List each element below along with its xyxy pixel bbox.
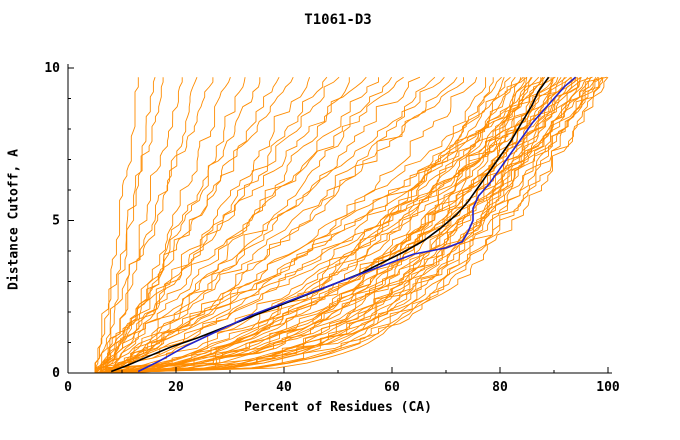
ensemble-curve (111, 76, 458, 374)
ensemble-curve (106, 76, 597, 374)
y-tick-label: 5 (52, 214, 60, 229)
ensemble-curve (95, 76, 404, 374)
ensemble-curve (100, 77, 528, 374)
y-tick-label: 10 (44, 61, 60, 76)
ensemble-curve (100, 77, 198, 374)
x-tick-label: 20 (168, 380, 184, 395)
ensemble-curve (96, 77, 544, 374)
ensemble-curve (99, 76, 340, 374)
ensemble-curve (107, 77, 604, 374)
x-tick-label: 0 (64, 380, 72, 395)
ensemble-curve (111, 77, 600, 374)
ensemble-curve (111, 76, 392, 374)
ensemble-curve (105, 77, 581, 373)
x-tick-label: 60 (384, 380, 400, 395)
ensemble-curve (106, 76, 572, 374)
ensemble-curve (106, 76, 502, 374)
ensemble-curve (105, 77, 478, 374)
ensemble-curve (100, 76, 527, 374)
ensemble-curve (96, 76, 593, 373)
ensemble-curve (106, 76, 421, 374)
y-tick-label: 0 (52, 366, 60, 381)
x-tick-label: 100 (596, 380, 620, 395)
model-blue-curve (137, 76, 577, 373)
ensemble-curve (101, 76, 608, 374)
ensemble-curve (95, 76, 556, 374)
ensemble-curve (100, 77, 246, 374)
ensemble-curve (95, 76, 603, 374)
ensemble-curve (105, 77, 522, 374)
ensemble-curve (100, 76, 599, 374)
ensemble-curve (94, 76, 328, 373)
ensemble-curve (100, 76, 572, 374)
ensemble-curve (94, 77, 139, 374)
ensemble-curve (105, 76, 582, 374)
ensemble-curve (94, 76, 367, 374)
chart-title: T1061-D3 (304, 12, 372, 28)
model-black-curve (110, 76, 550, 373)
ensemble-curve (100, 76, 604, 374)
ensemble-curve (94, 76, 609, 374)
ensemble-curve (100, 76, 544, 374)
ensemble-curve (100, 77, 559, 374)
ensemble-curve (94, 77, 214, 373)
ensemble-curve (95, 77, 164, 373)
ensemble-curve (96, 76, 280, 374)
ensemble-curve (106, 77, 183, 373)
ensemble-curve (95, 77, 542, 374)
x-tick-label: 40 (276, 380, 292, 395)
x-axis-label: Percent of Residues (CA) (244, 400, 432, 415)
ensemble-curve (100, 77, 294, 373)
ensemble-curve (99, 77, 464, 373)
ensemble-curve (105, 77, 261, 373)
ensemble-curve (100, 77, 379, 374)
y-axis-label: Distance Cutoff, A (6, 149, 22, 290)
ensemble-curve (101, 77, 156, 373)
ensemble-curve (100, 76, 589, 374)
ensemble-curve (100, 76, 436, 374)
ensemble-curve (111, 77, 311, 374)
ensemble-curve (94, 76, 445, 374)
ensemble-curve (94, 76, 555, 374)
x-tick-label: 80 (492, 380, 508, 395)
ensemble-curve (106, 77, 350, 374)
